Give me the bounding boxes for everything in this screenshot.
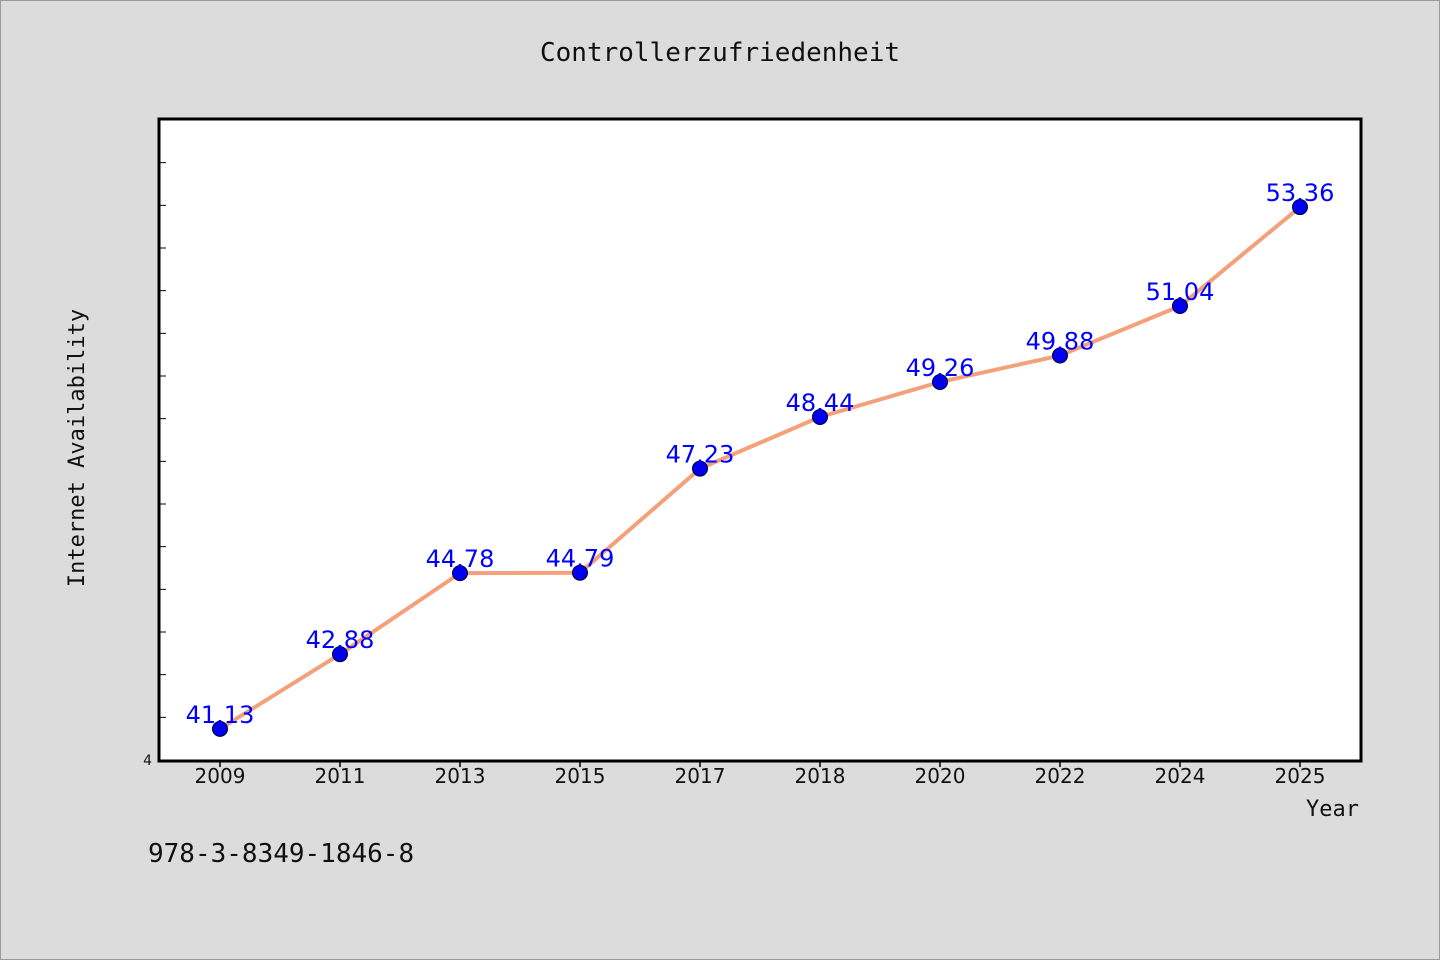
x-axis-label: Year: [1306, 797, 1359, 822]
data-label: 44.79: [546, 545, 615, 573]
x-tick-label: 2015: [555, 764, 606, 788]
data-label: 47.23: [666, 441, 735, 469]
y-tick-label: 4: [143, 753, 152, 769]
plot-area: [157, 117, 1363, 763]
data-label: 49.88: [1026, 328, 1095, 356]
data-point: [572, 564, 588, 581]
x-tick-label: 2018: [795, 764, 846, 788]
data-point: [1172, 298, 1188, 315]
x-axis-ticks: 2009 2011 2013 2015 2017 2018 2020 2022 2024 2025: [195, 760, 1326, 788]
data-label: 48.44: [786, 389, 855, 417]
data-point: [452, 565, 468, 582]
x-tick-label: 2022: [1035, 764, 1086, 788]
series-line: [218, 205, 1302, 731]
x-tick-label: 2025: [1275, 764, 1326, 788]
data-label: 42.88: [306, 626, 375, 654]
data-point: [1052, 347, 1068, 364]
x-tick-label: 2013: [435, 764, 486, 788]
x-tick-label: 2017: [675, 764, 726, 788]
data-label: 53.36: [1266, 179, 1335, 207]
x-tick-label: 2024: [1155, 764, 1206, 788]
data-point: [692, 460, 708, 477]
data-label: 41.13: [186, 701, 255, 729]
x-tick-label: 2009: [195, 764, 246, 788]
isbn-text: 978-3-8349-1846-8: [148, 839, 414, 869]
data-label: 44.78: [426, 545, 495, 573]
data-point: [332, 646, 348, 663]
data-point: [812, 408, 828, 425]
chart-title: Controllerzufriedenheit: [540, 38, 900, 68]
data-point: [1292, 199, 1308, 216]
y-axis-ticks: 4: [143, 162, 166, 769]
data-label: 51.04: [1146, 278, 1215, 306]
x-tick-label: 2011: [315, 764, 366, 788]
y-axis-label: Internet Availability: [65, 309, 90, 587]
data-point: [212, 720, 228, 737]
series-layer: 41.13 42.88 44.78 44.79 47.23 48.44 49.26 49.88…: [186, 179, 1335, 737]
data-point: [932, 373, 948, 390]
data-label: 49.26: [906, 354, 975, 382]
x-tick-label: 2020: [915, 764, 966, 788]
